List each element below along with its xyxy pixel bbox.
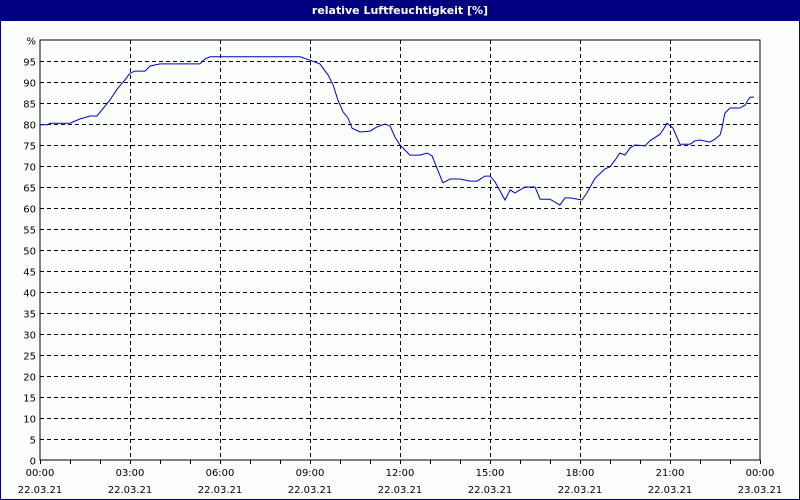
x-tick-time: 00:00	[26, 468, 55, 479]
x-tick-time: 00:00	[746, 468, 775, 479]
plot-frame	[39, 39, 761, 461]
y-tick-label: 55	[23, 226, 36, 237]
x-tick-time: 09:00	[296, 468, 325, 479]
y-tick-label: 15	[23, 394, 36, 405]
x-tick-date: 23.03.21	[738, 485, 783, 496]
chart-title: relative Luftfeuchtigkeit [%]	[1, 1, 799, 21]
y-tick-label: 30	[23, 331, 36, 342]
x-tick-date: 22.03.21	[378, 485, 423, 496]
x-tick-date: 22.03.21	[288, 485, 333, 496]
y-tick-label: 85	[23, 100, 36, 111]
y-tick-label: 70	[23, 163, 36, 174]
y-tick-label: 40	[23, 289, 36, 300]
x-tick-time: 21:00	[656, 468, 685, 479]
x-tick-date: 22.03.21	[198, 485, 243, 496]
x-tick-time: 03:00	[116, 468, 145, 479]
x-tick-date: 22.03.21	[18, 485, 63, 496]
y-tick-label: 20	[23, 373, 36, 384]
y-tick-label: 65	[23, 184, 36, 195]
y-tick-label: 45	[23, 268, 36, 279]
y-tick-label: 90	[23, 79, 36, 90]
x-tick-date: 22.03.21	[108, 485, 153, 496]
y-tick-label: 50	[23, 247, 36, 258]
y-tick-label: 5	[30, 436, 36, 447]
y-tick-label: 0	[30, 457, 36, 468]
y-axis-labels: 0 5 10 15 20 25 30 35 40 45 50 55 60 65 70 75 80 85 90 95%	[23, 37, 36, 468]
y-tick-label: 95	[23, 58, 36, 69]
x-tick-time: 15:00	[476, 468, 505, 479]
y-tick-label: %	[26, 37, 36, 48]
y-tick-label: 35	[23, 310, 36, 321]
x-tick-date: 22.03.21	[468, 485, 513, 496]
y-tick-label: 75	[23, 142, 36, 153]
x-tick-time: 06:00	[206, 468, 235, 479]
y-tick-label: 25	[23, 352, 36, 363]
y-tick-label: 10	[23, 415, 36, 426]
y-tick-label: 80	[23, 121, 36, 132]
y-tick-label: 60	[23, 205, 36, 216]
x-tick-time: 18:00	[566, 468, 595, 479]
x-axis-labels: 00:00 22.03.21 03:00 22.03.21 06:00 22.03.21 0…	[18, 468, 783, 496]
x-tick-time: 12:00	[386, 468, 415, 479]
grid-lines	[40, 40, 761, 464]
x-tick-date: 22.03.21	[648, 485, 693, 496]
x-tick-date: 22.03.21	[558, 485, 603, 496]
humidity-line	[40, 56, 754, 206]
